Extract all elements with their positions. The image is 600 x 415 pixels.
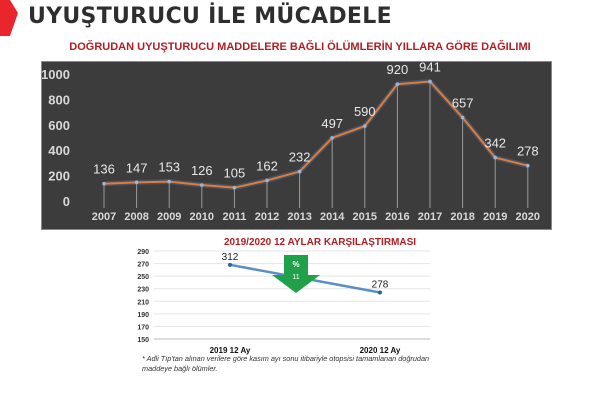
y-tick-label: 800 xyxy=(48,92,70,107)
y-tick-label: 0 xyxy=(63,194,70,209)
x-tick-label: 2019 12 Ay xyxy=(210,346,251,355)
data-point xyxy=(297,169,302,174)
data-point xyxy=(200,183,204,187)
y-tick-label: 150 xyxy=(137,337,149,344)
data-label: 162 xyxy=(256,158,278,173)
percent-symbol: % xyxy=(292,260,299,269)
y-tick-label: 400 xyxy=(48,143,70,158)
data-label: 147 xyxy=(126,160,148,175)
data-line xyxy=(103,80,529,189)
y-tick-label: 230 xyxy=(137,287,149,294)
data-point xyxy=(330,136,335,140)
y-tick-label: 290 xyxy=(137,249,149,256)
data-label: 920 xyxy=(387,62,409,77)
x-tick-label: 2020 xyxy=(516,211,540,223)
x-tick-label: 2009 xyxy=(157,211,181,223)
comparison-line-chart: 290 270 250 230 210 190 170 150 312 2019 12 Ay 278… xyxy=(130,248,430,363)
data-point xyxy=(428,79,432,84)
x-tick-label: 2019 xyxy=(483,211,507,223)
data-point xyxy=(232,185,237,190)
x-tick-label: 2014 xyxy=(320,211,345,223)
x-tick-label: 2017 xyxy=(418,211,442,223)
x-tick-label: 2015 xyxy=(353,211,377,223)
comparison-chart-title: 2019/2020 12 AYLAR KARŞILAŞTIRMASI xyxy=(223,237,417,248)
page-title: UYUŞTURUCU İLE MÜCADELE xyxy=(28,4,392,29)
data-label: 153 xyxy=(158,160,180,175)
data-label: 590 xyxy=(354,104,376,119)
x-tick-label: 2010 xyxy=(190,211,214,223)
data-point xyxy=(228,262,232,267)
data-label: 941 xyxy=(419,62,441,74)
y-tick-label: 250 xyxy=(137,274,149,281)
x-tick-label: 2016 xyxy=(385,211,409,223)
percent-value: 11 xyxy=(292,274,299,281)
chart-title: DOĞRUDAN UYUŞTURUCU MADDELERE BAĞLI ÖLÜM… xyxy=(69,41,531,53)
data-label: 312 xyxy=(222,252,239,263)
x-tick-label: 2007 xyxy=(92,211,116,223)
data-point xyxy=(460,115,465,120)
data-label: 232 xyxy=(289,150,311,165)
data-point xyxy=(102,181,106,186)
data-label: 278 xyxy=(372,279,389,290)
yearly-deaths-line-chart: 1000 800 600 400 200 0 2007 2008 2009 2010 2011 201… xyxy=(41,61,552,230)
x-tick-label: 2020 12 Ay xyxy=(360,346,401,355)
y-tick-label: 170 xyxy=(137,324,149,331)
x-tick-label: 2012 xyxy=(255,211,279,223)
data-label: 497 xyxy=(321,116,343,131)
x-tick-label: 2013 xyxy=(287,211,311,223)
data-label: 136 xyxy=(93,162,115,177)
x-tick-label: 2018 xyxy=(450,211,474,223)
y-tick-label: 1000 xyxy=(42,67,70,82)
y-tick-label: 190 xyxy=(137,312,149,319)
data-label: 657 xyxy=(452,96,474,111)
yearly-deaths-plot: 1000 800 600 400 200 0 2007 2008 2009 2010 2011 201… xyxy=(42,62,540,223)
data-point xyxy=(493,155,498,160)
data-point xyxy=(526,163,530,168)
data-label: 126 xyxy=(191,163,213,178)
y-tick-label: 600 xyxy=(48,118,70,133)
percent-decrease-arrow-icon: % 11 xyxy=(272,255,320,293)
data-point xyxy=(265,178,269,183)
x-tick-label: 2008 xyxy=(124,211,148,223)
data-point xyxy=(134,180,139,185)
red-tab-marker xyxy=(0,0,18,36)
data-point xyxy=(363,124,367,128)
y-tick-label: 200 xyxy=(48,169,70,184)
data-label: 278 xyxy=(517,144,539,159)
data-point xyxy=(378,290,382,295)
y-tick-label: 210 xyxy=(137,299,149,306)
footnote: * Adli Tıp'tan alınan verilere göre kası… xyxy=(142,354,430,373)
data-point xyxy=(167,179,171,184)
data-label: 342 xyxy=(484,136,506,151)
comparison-plot: 290 270 250 230 210 190 170 150 312 2019 12 Ay 278… xyxy=(137,249,430,355)
data-label: 105 xyxy=(224,166,246,181)
data-point xyxy=(395,82,400,86)
x-tick-label: 2011 xyxy=(222,211,246,223)
y-tick-label: 270 xyxy=(137,262,149,269)
